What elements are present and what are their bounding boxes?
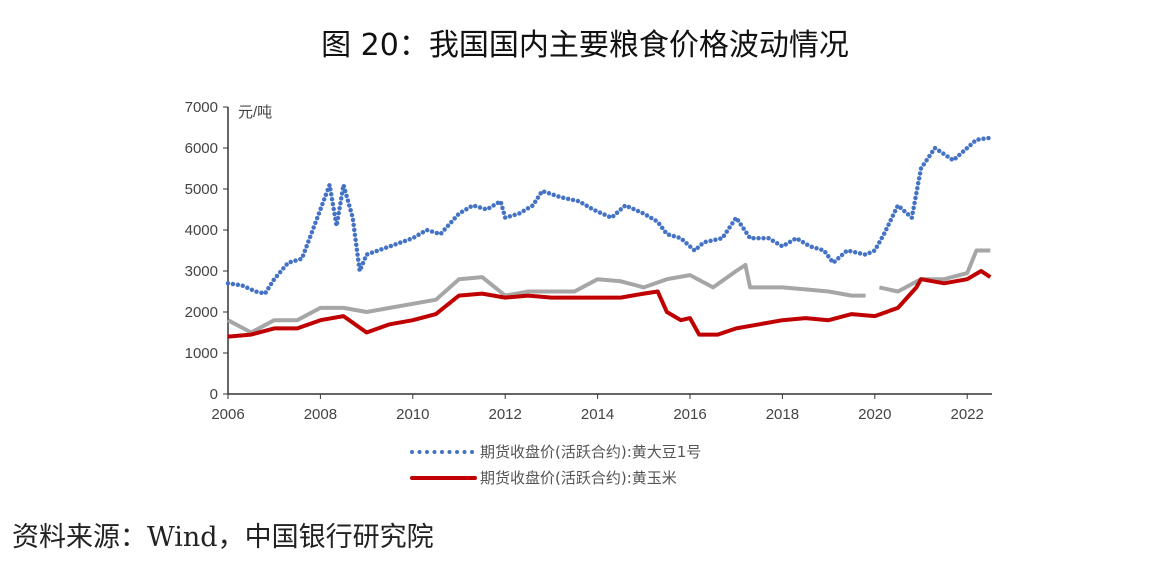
y-tick-label: 1000 [185, 345, 218, 362]
x-tick-label: 2008 [304, 406, 337, 423]
y-tick-label: 7000 [185, 99, 218, 116]
x-tick-label: 2014 [581, 406, 614, 423]
series-line-2 [227, 248, 991, 335]
y-tick-label: 3000 [185, 263, 218, 280]
legend-label-1: 期货收盘价(活跃合约):黄玉米 [480, 469, 677, 487]
legend-label-0: 期货收盘价(活跃合约):黄大豆1号 [480, 443, 701, 461]
y-tick-label: 5000 [185, 181, 218, 198]
series-line-0 [225, 135, 993, 296]
y-tick-label: 2000 [185, 304, 218, 321]
y-axis-unit: 元/吨 [238, 104, 272, 121]
x-tick-label: 2022 [951, 406, 984, 423]
y-tick-label: 4000 [185, 222, 218, 239]
source-note: 资料来源：Wind，中国银行研究院 [12, 522, 434, 553]
x-tick-label: 2012 [489, 406, 522, 423]
x-tick-label: 2020 [858, 406, 891, 423]
x-tick-label: 2018 [766, 406, 799, 423]
x-tick-label: 2016 [673, 406, 706, 423]
x-tick-label: 2010 [396, 406, 429, 423]
chart-title: 图 20：我国国内主要粮食价格波动情况 [321, 28, 849, 63]
y-tick-label: 6000 [185, 140, 218, 157]
x-tick-label: 2006 [211, 406, 244, 423]
y-tick-label: 0 [210, 386, 218, 403]
